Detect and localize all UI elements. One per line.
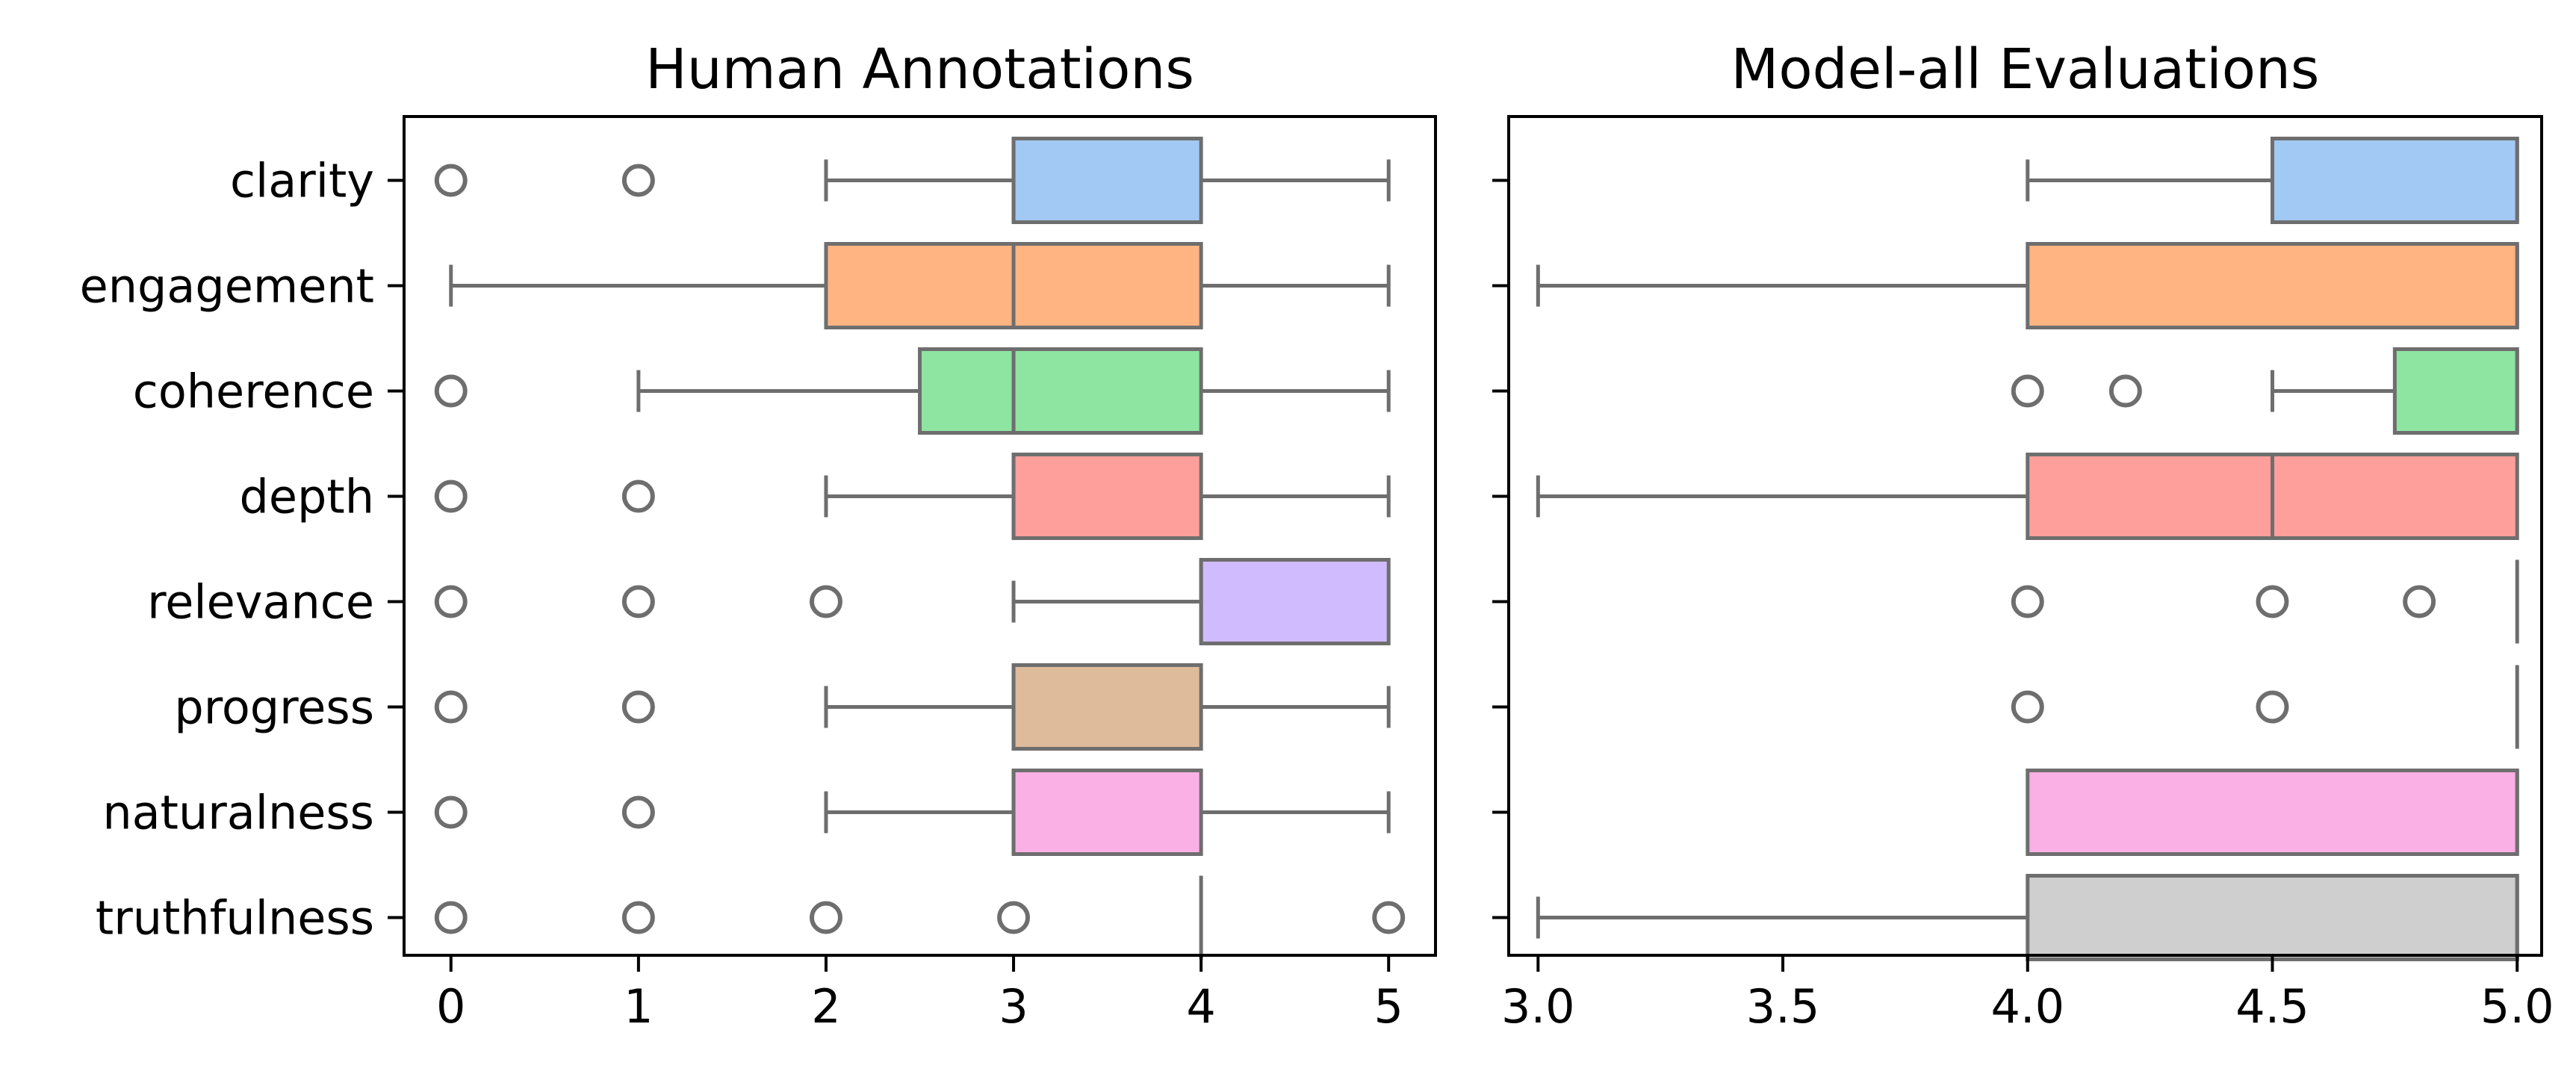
box-naturalness (1011, 769, 1203, 856)
outlier-point (621, 901, 655, 934)
x-tick-label: 5.0 (2480, 979, 2554, 1034)
box-clarity (2271, 137, 2519, 224)
outlier-point (434, 795, 468, 829)
box-coherence (918, 347, 1203, 435)
outlier-point (434, 480, 468, 513)
box-truthfulness (2026, 874, 2519, 961)
y-tick-label-relevance: relevance (147, 575, 374, 630)
outlier-point (997, 901, 1031, 934)
x-tick-label: 0 (436, 979, 465, 1034)
box-engagement (2026, 242, 2519, 329)
y-tick-label-truthfulness: truthfulness (96, 891, 374, 946)
box-progress (1011, 663, 1203, 751)
chart-panel-1: Human Annotations clarity engagement cohere… (80, 37, 1437, 1034)
x-tick-label: 5 (1374, 979, 1403, 1034)
outlier-point (621, 795, 655, 829)
box-naturalness (2026, 769, 2519, 856)
chart-title: Model-all Evaluations (1731, 37, 2320, 102)
y-tick-label-progress: progress (174, 680, 374, 735)
y-tick-label-naturalness: naturalness (102, 786, 374, 840)
outlier-point (2108, 374, 2142, 408)
x-tick-label: 3.0 (1501, 979, 1575, 1034)
y-tick-label-depth: depth (240, 470, 374, 524)
outlier-point (809, 901, 842, 934)
outlier-point (621, 585, 655, 618)
outlier-point (2011, 585, 2044, 618)
chart-panel-2: Model-all Evaluations 3.0 3.5 4.0 4.5 5.0 (1492, 37, 2554, 1034)
x-tick-label: 3 (999, 979, 1028, 1034)
outlier-point (2256, 585, 2289, 618)
outlier-point (434, 901, 468, 934)
box-clarity (1011, 137, 1203, 224)
x-tick-label: 4.5 (2235, 979, 2309, 1034)
outlier-point (809, 585, 842, 618)
outlier-point (434, 164, 468, 197)
outlier-point (434, 690, 468, 724)
axes-frame (1507, 115, 2543, 957)
chart-title: Human Annotations (645, 37, 1194, 102)
x-tick-label: 4 (1186, 979, 1215, 1034)
box-depth (1011, 453, 1203, 540)
x-tick-label: 1 (624, 979, 653, 1034)
outlier-point (2256, 690, 2289, 724)
axes-frame (403, 115, 1437, 957)
outlier-point (621, 164, 655, 197)
x-tick-label: 2 (811, 979, 840, 1034)
x-tick-label: 4.0 (1990, 979, 2064, 1034)
outlier-point (2011, 374, 2044, 408)
outlier-point (1372, 901, 1406, 934)
y-tick-label-engagement: engagement (80, 259, 374, 314)
y-tick-label-coherence: coherence (133, 364, 374, 419)
y-tick-label-clarity: clarity (230, 154, 374, 208)
outlier-point (2403, 585, 2436, 618)
x-tick-label: 3.5 (1746, 979, 1820, 1034)
outlier-point (621, 690, 655, 724)
outlier-point (434, 585, 468, 618)
outlier-point (2011, 690, 2044, 724)
outlier-point (621, 480, 655, 513)
box-relevance (1199, 558, 1391, 645)
box-coherence (2392, 347, 2519, 435)
outlier-point (434, 374, 468, 408)
